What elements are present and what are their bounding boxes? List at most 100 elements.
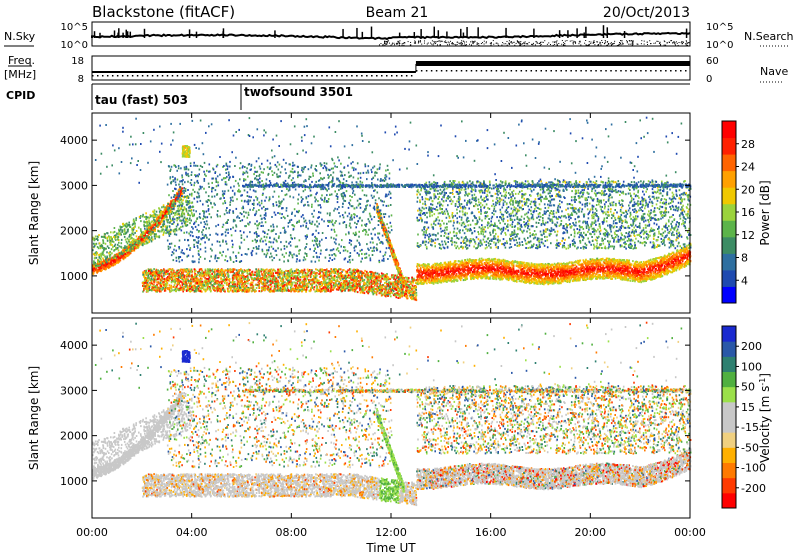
power-cell: [174, 231, 176, 233]
power-cell: [382, 275, 384, 277]
power-cell: [112, 246, 114, 248]
power-cell: [338, 268, 340, 270]
nave-dot: [441, 70, 443, 72]
power-cell: [130, 250, 132, 252]
power-cell: [240, 274, 242, 276]
power-cell: [365, 287, 367, 289]
nsearch-dot: [573, 44, 574, 45]
power-cell: [100, 259, 102, 261]
nsearch-dot: [675, 44, 676, 45]
nave-dot: [516, 70, 518, 72]
power-cell: [145, 212, 147, 214]
nave-dot: [321, 75, 323, 77]
nsearch-dot: [457, 44, 458, 45]
power-cell: [162, 214, 164, 216]
nsearch-dot: [547, 44, 548, 45]
nsearch-dot: [584, 43, 585, 44]
power-cell: [165, 211, 167, 213]
nave-dot: [102, 75, 104, 77]
nsearch-dot: [392, 44, 393, 45]
power-cell: [220, 284, 222, 286]
power-cell: [375, 273, 377, 275]
power-cell: [175, 279, 177, 281]
power-cell: [146, 274, 148, 276]
power-cell: [323, 272, 325, 274]
power-cell: [371, 288, 373, 290]
nsearch-dot: [445, 42, 446, 43]
nave-dot: [182, 75, 184, 77]
power-cell: [220, 277, 222, 279]
power-cell: [162, 224, 164, 226]
power-cell: [199, 275, 201, 277]
power-cell: [119, 230, 121, 232]
nsearch-dot: [465, 45, 466, 46]
power-cell: [136, 246, 138, 248]
power-cell: [200, 288, 202, 290]
nsearch-dot: [380, 43, 381, 44]
nsearch-dot: [649, 40, 650, 41]
power-cell: [124, 247, 126, 249]
nave-dot: [675, 70, 677, 72]
power-cell: [222, 289, 224, 291]
nsearch-dot: [484, 44, 485, 45]
nave-dot: [610, 70, 612, 72]
nsearch-dot: [550, 44, 551, 45]
power-cell: [415, 282, 417, 284]
nsearch-dot: [508, 43, 509, 44]
power-cell: [266, 276, 268, 278]
nave-dot: [655, 70, 657, 72]
power-cell: [278, 276, 280, 278]
nsearch-dot: [523, 42, 524, 43]
nsearch-dot: [570, 41, 571, 42]
power-cell: [292, 275, 294, 277]
nave-dot: [416, 70, 418, 72]
nave-dot: [137, 75, 139, 77]
power-cell: [133, 234, 135, 236]
power-cell: [155, 233, 157, 235]
nsearch-dot: [556, 40, 557, 41]
power-cell: [361, 289, 363, 291]
power-cell: [366, 271, 368, 273]
power-cell: [141, 231, 143, 233]
nave-dot: [565, 70, 567, 72]
nsearch-dot: [600, 44, 601, 45]
power-cell: [345, 278, 347, 280]
nsearch-dot: [415, 41, 416, 42]
power-cell: [206, 272, 208, 274]
nsearch-dot: [478, 45, 479, 46]
nsearch-dot: [396, 44, 397, 45]
nsearch-dot: [539, 43, 540, 44]
power-cell: [339, 277, 341, 279]
power-cell: [179, 285, 181, 287]
power-cell: [147, 232, 149, 234]
power-cell: [309, 275, 311, 277]
power-cell: [174, 214, 176, 216]
power-cell: [101, 269, 103, 271]
power-cell: [414, 294, 416, 296]
power-cell: [135, 219, 137, 221]
power-cell: [166, 282, 168, 284]
power-cell: [282, 290, 284, 292]
power-cell: [364, 283, 366, 285]
power-cell: [275, 270, 277, 272]
power-cell: [172, 211, 174, 213]
power-cell: [191, 269, 193, 271]
nave-dot: [296, 75, 298, 77]
noise-tick-right-bottom: 10^0: [706, 40, 733, 51]
power-cell: [314, 286, 316, 288]
nsearch-dot: [664, 40, 665, 41]
power-cell: [173, 281, 175, 283]
nsearch-dot: [493, 40, 494, 41]
nsearch-dot: [599, 43, 600, 44]
power-cell: [220, 269, 222, 271]
power-cell: [169, 284, 171, 286]
power-cell: [151, 240, 153, 242]
nave-dot: [645, 70, 647, 72]
power-cell: [293, 281, 295, 283]
power-cell: [102, 263, 104, 265]
power-cell: [293, 288, 295, 290]
freq-traces: [92, 61, 690, 77]
power-cell: [97, 265, 99, 267]
